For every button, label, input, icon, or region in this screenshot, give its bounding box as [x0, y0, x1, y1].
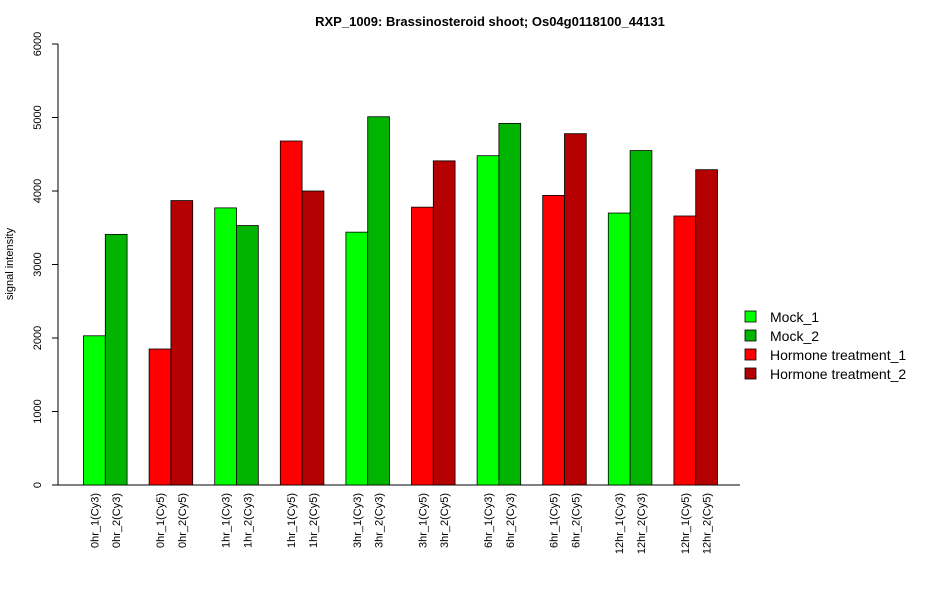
legend-swatch	[744, 310, 757, 323]
bar	[104, 233, 128, 486]
x-tick-label: 3hr_2(Cy5)	[439, 493, 451, 548]
x-tick-label: 0hr_1(Cy5)	[155, 493, 167, 548]
bar	[542, 195, 565, 486]
legend-label: Mock_1	[770, 309, 819, 325]
x-tick-label: 12hr_1(Cy5)	[680, 493, 692, 554]
x-tick-label: 0hr_2(Cy5)	[177, 493, 189, 548]
x-tick-label: 1hr_2(Cy3)	[242, 493, 254, 548]
legend-swatch	[744, 348, 757, 361]
legend-swatch	[744, 329, 757, 342]
bar	[607, 212, 631, 486]
bar	[564, 133, 587, 486]
x-tick-label: 6hr_2(Cy3)	[505, 493, 517, 548]
x-tick-label: 12hr_2(Cy3)	[636, 493, 648, 554]
legend-swatch	[744, 367, 757, 380]
x-tick-label: 0hr_1(Cy3)	[89, 493, 101, 548]
bar	[301, 190, 325, 486]
bar	[367, 116, 390, 486]
legend-label: Mock_2	[770, 328, 819, 344]
y-tick-label: 3000	[32, 252, 44, 276]
y-axis-title: signal intensity	[4, 227, 16, 300]
bar	[476, 155, 500, 486]
x-tick-label: 1hr_1(Cy3)	[221, 493, 233, 548]
bar	[279, 140, 303, 486]
bar	[83, 335, 106, 486]
y-tick-label: 4000	[32, 179, 44, 203]
y-tick-label: 1000	[32, 399, 44, 423]
legend-label: Hormone treatment_2	[770, 366, 906, 382]
bar	[148, 348, 172, 486]
y-tick-label: 2000	[32, 326, 44, 350]
bar	[498, 122, 522, 486]
bar	[214, 207, 237, 486]
x-tick-label: 6hr_1(Cy3)	[483, 493, 495, 548]
bar	[345, 231, 369, 486]
x-tick-label: 3hr_2(Cy3)	[374, 493, 386, 548]
chart-title: RXP_1009: Brassinosteroid shoot; Os04g01…	[315, 14, 665, 29]
x-tick-label: 1hr_1(Cy5)	[286, 493, 298, 548]
bar	[411, 206, 434, 486]
bar	[673, 215, 697, 486]
bar	[629, 150, 653, 486]
y-tick-label: 6000	[32, 32, 44, 56]
legend-label: Hormone treatment_1	[770, 347, 906, 363]
bar	[170, 200, 194, 486]
bar	[432, 160, 456, 486]
y-tick-label: 0	[32, 482, 44, 488]
x-tick-label: 3hr_1(Cy3)	[352, 493, 364, 548]
legend: Mock_1 Mock_2 Hormone treatment_1 Hormone t…	[744, 309, 906, 382]
x-tick-labels: 0hr_1(Cy3) 0hr_2(Cy3) 0hr_1(Cy5) 0hr_2(Cy5)…	[89, 493, 713, 554]
x-tick-label: 1hr_2(Cy5)	[308, 493, 320, 548]
x-tick-label: 6hr_1(Cy5)	[549, 493, 561, 548]
bar	[236, 225, 259, 486]
x-tick-label: 0hr_2(Cy3)	[111, 493, 123, 548]
x-tick-label: 6hr_2(Cy5)	[570, 493, 582, 548]
x-tick-label: 12hr_1(Cy3)	[614, 493, 626, 554]
bar	[695, 169, 718, 486]
x-tick-label: 12hr_2(Cy5)	[702, 493, 714, 554]
y-tick-label: 5000	[32, 105, 44, 129]
bars-layer	[83, 116, 718, 486]
y-axis: 0 1000 2000 3000 4000 5000 6000	[32, 32, 59, 488]
x-tick-label: 3hr_1(Cy5)	[417, 493, 429, 548]
